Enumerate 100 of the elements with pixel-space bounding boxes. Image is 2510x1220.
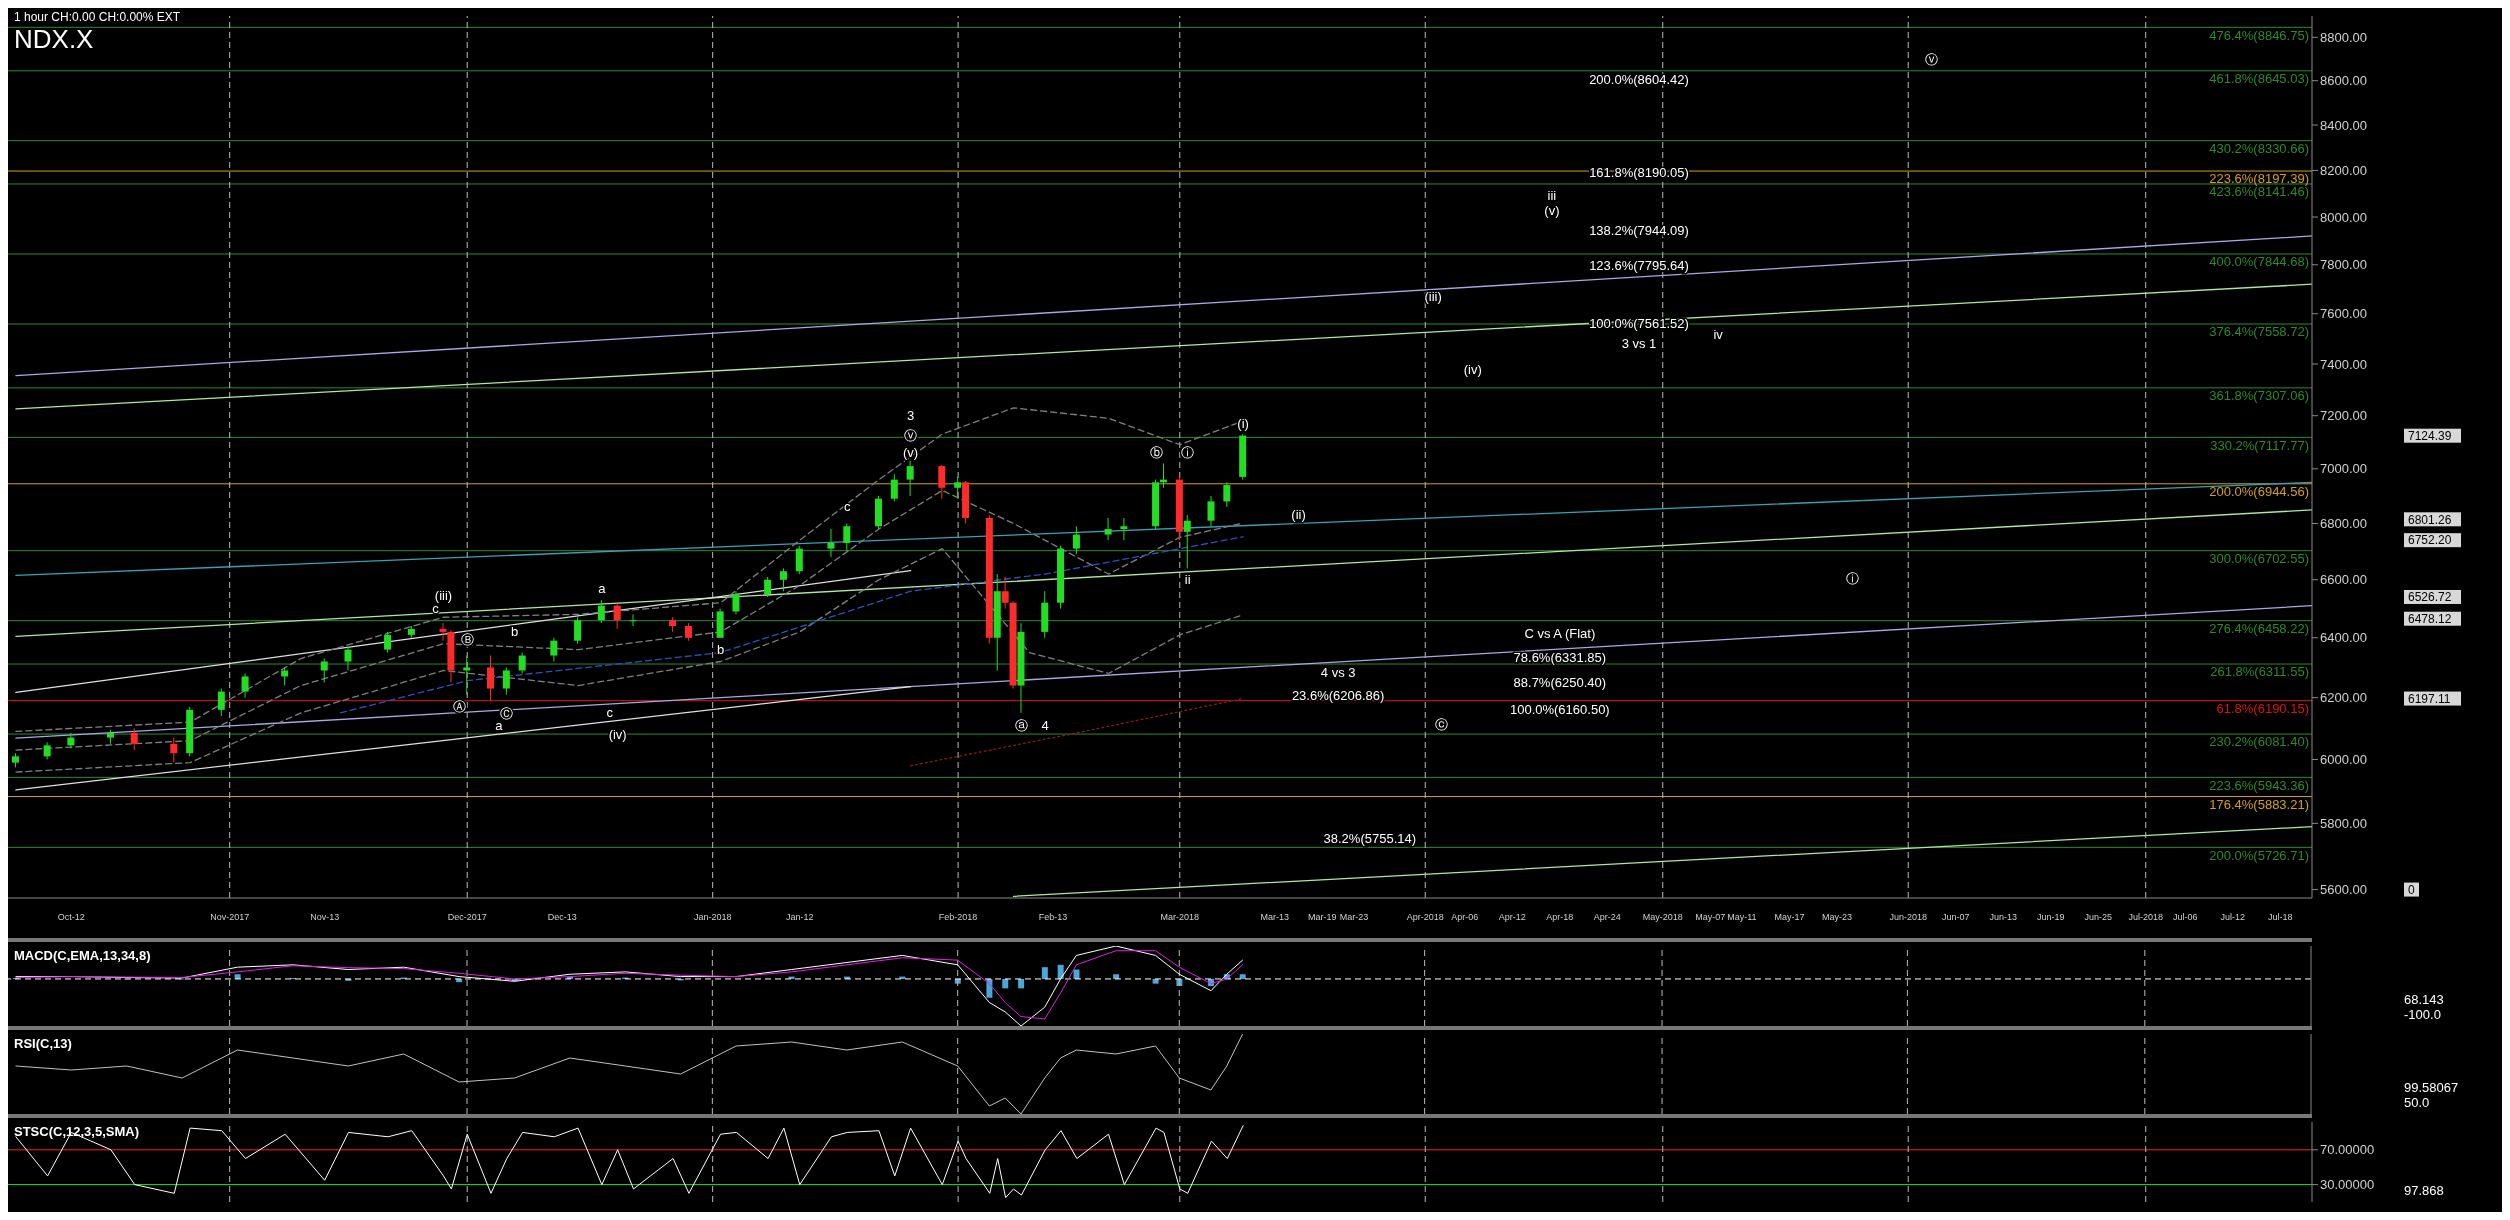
annotation: ii <box>1184 572 1191 588</box>
x-tick-label: Apr-24 <box>1593 912 1621 922</box>
chart-title: NDX.X <box>14 24 95 55</box>
annotation: 23.6%(6206.86) <box>1291 688 1385 704</box>
x-tick-label: Feb-2018 <box>938 912 978 922</box>
x-tick-label: Jun-13 <box>1989 912 2017 922</box>
annotation: (iii) <box>1424 289 1442 305</box>
annotation: 100.0%(6160.50) <box>1509 702 1610 718</box>
annotation: (v) <box>903 445 919 461</box>
text: 68.143 <box>2404 992 2444 1007</box>
annotation: b <box>716 642 725 658</box>
x-tick-label: Jul-06 <box>2173 912 2198 922</box>
annotation: ⓒ <box>1434 716 1448 732</box>
annotation: iv <box>1713 327 1724 342</box>
annotation: (iv) <box>608 727 627 743</box>
y-tick-label: 6400.00 <box>2320 630 2367 646</box>
ref-line-label: 261.8%(6311.55) <box>2210 664 2309 680</box>
annotation: C vs A (Flat) <box>1524 625 1596 641</box>
annotation: 200.0%(8604.42) <box>1589 72 1689 88</box>
chart-title: MACD(C,EMA,13,34,8) <box>14 948 151 963</box>
x-tick-label: Jul-18 <box>2268 912 2293 922</box>
ref-line-label: 361.8%(7307.06) <box>2209 388 2309 404</box>
x-tick-label: Dec-13 <box>547 912 577 922</box>
annotation: 3 vs 1 <box>1621 336 1657 352</box>
x-tick-label: Mar-13 <box>1260 912 1290 922</box>
y-tick-label: 8400.00 <box>2320 117 2367 133</box>
chart-subtitle: 1 hour CH:0.00 CH:0.00% EXT <box>14 10 181 24</box>
ref-line-label: 430.2%(8330.66) <box>2209 140 2309 156</box>
x-tick-label: Nov-2017 <box>210 912 250 922</box>
annotation: (v) <box>1544 202 1560 218</box>
ref-line-label: 200.0%(5726.71) <box>2209 847 2309 863</box>
text: 6478.12 <box>2408 611 2452 626</box>
ref-line-label: 200.0%(6944.56) <box>2209 484 2309 500</box>
annotation: ⓘ <box>1181 445 1195 461</box>
annotation: a <box>598 580 607 596</box>
text: 0 <box>2408 882 2415 897</box>
x-tick-label: Nov-13 <box>310 912 340 922</box>
ref-line-label: 276.4%(6458.22) <box>2209 620 2309 636</box>
y-tick-label: 8200.00 <box>2320 163 2367 179</box>
x-tick-label: Jan-12 <box>785 912 814 922</box>
annotation: 4 vs 3 <box>1320 664 1356 680</box>
x-tick-label: Mar-19 <box>1308 912 1337 922</box>
x-tick-label: May-2018 <box>1642 912 1683 922</box>
y-tick-label: 5800.00 <box>2320 816 2367 832</box>
ref-line-label: 61.8%(6190.15) <box>2216 700 2309 716</box>
x-tick-label: Jun-25 <box>2084 912 2112 922</box>
x-tick-label: May-11 <box>1727 912 1757 922</box>
x-tick-label: Apr-06 <box>1451 912 1479 922</box>
ref-line-label: 376.4%(7558.72) <box>2209 324 2309 340</box>
ref-line-label: 223.6%(5943.36) <box>2209 777 2309 793</box>
annotation: iii <box>1547 188 1557 204</box>
x-tick-label: Apr-2018 <box>1406 912 1444 922</box>
y-tick-label: 70.00000 <box>2320 1142 2375 1158</box>
y-tick-label: 8000.00 <box>2320 209 2367 225</box>
y-tick-label: 7800.00 <box>2320 257 2367 273</box>
x-tick-label: May-23 <box>1821 912 1852 922</box>
y-tick-label: 6800.00 <box>2320 516 2367 532</box>
annotation: 123.6%(7795.64) <box>1589 258 1689 274</box>
y-tick-label: 5600.00 <box>2320 882 2367 898</box>
x-tick-label: May-17 <box>1774 912 1805 922</box>
text: 6526.72 <box>2408 590 2452 605</box>
annotation: 161.8%(8190.05) <box>1589 165 1689 181</box>
annotation: ⓥ <box>904 427 918 443</box>
x-tick-label: Oct-12 <box>57 912 85 922</box>
ref-line-label: 223.6%(8197.39) <box>2209 171 2309 187</box>
x-tick-label: Jun-19 <box>2036 912 2065 922</box>
y-tick-label: 6200.00 <box>2320 690 2367 706</box>
y-tick-label: 7400.00 <box>2320 356 2367 372</box>
x-tick-label: Jul-12 <box>2220 912 2246 922</box>
text: 7124.39 <box>2408 428 2452 443</box>
x-tick-label: Jul-2018 <box>2128 912 2163 922</box>
ref-line-label: 461.8%(8645.03) <box>2209 71 2309 87</box>
y-tick-label: 7600.00 <box>2320 306 2367 322</box>
y-tick-label: 8600.00 <box>2320 73 2367 89</box>
annotation: (iii) <box>434 588 453 604</box>
annotation: ⓑ <box>1149 445 1163 461</box>
y-tick-label: 6000.00 <box>2320 752 2367 768</box>
annotation: c <box>844 499 852 515</box>
y-tick-label: 30.00000 <box>2320 1177 2375 1193</box>
x-tick-label: Jan-2018 <box>693 912 732 922</box>
ref-line-label: 176.4%(5883.21) <box>2209 796 2309 812</box>
text: -100.0 <box>2404 1007 2442 1022</box>
annotation: (i) <box>1237 416 1249 432</box>
y-tick-label: 7200.00 <box>2320 408 2367 424</box>
ref-line-label: 300.0%(6702.55) <box>2209 550 2309 566</box>
x-tick-label: Feb-13 <box>1038 912 1068 922</box>
text: 99.58067 <box>2404 1080 2459 1095</box>
ref-line-label: 230.2%(6081.40) <box>2209 734 2309 750</box>
annotation: Ⓐ <box>452 699 466 715</box>
annotation: c <box>606 705 614 721</box>
y-tick-label: 7000.00 <box>2320 461 2367 477</box>
annotation: ⓥ <box>1925 52 1939 68</box>
x-tick-label: Apr-12 <box>1498 912 1526 922</box>
annotation: ⓘ <box>1846 570 1860 586</box>
chart-title: RSI(C,13) <box>14 1036 72 1051</box>
x-tick-label: Jun-07 <box>1941 912 1970 922</box>
x-tick-label: May-07 <box>1695 912 1726 922</box>
annotation: 88.7%(6250.40) <box>1513 675 1607 691</box>
annotation: 4 <box>1041 717 1049 733</box>
x-tick-label: Mar-23 <box>1339 912 1369 922</box>
